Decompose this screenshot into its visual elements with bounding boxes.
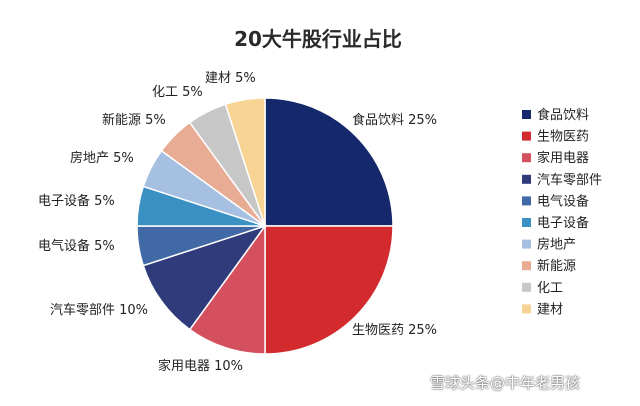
legend-label-2: 生物医药 [537, 130, 589, 145]
legend-swatch-1 [522, 110, 531, 119]
legend-swatch-5 [522, 196, 531, 206]
legend-label-5: 电气设备 [537, 193, 589, 209]
legend-label-1: 食品饮料 [537, 107, 589, 123]
legend-swatch-2 [522, 131, 531, 141]
legend-label-8: 新能源 [537, 258, 576, 274]
slice-label-4: 汽车零部件 10% [50, 302, 148, 318]
slice-label-8: 新能源 5% [102, 112, 166, 128]
legend-swatch-7 [522, 239, 531, 249]
slice-label-5: 电气设备 5% [38, 238, 115, 254]
legend-label-6: 电子设备 [537, 215, 589, 231]
legend-label-10: 建材 [537, 302, 563, 317]
pie-slice-2 [264, 225, 394, 355]
watermark: 雪球头条@中年老男孩 [430, 374, 581, 392]
slice-label-6: 电子设备 5% [38, 193, 115, 209]
slice-label-2: 生物医药 25% [352, 323, 437, 338]
pie-slice-4 [142, 224, 267, 331]
legend-swatch-6 [522, 218, 531, 227]
legend-label-9: 化工 [537, 281, 563, 296]
slice-label-9: 化工 5% [152, 85, 203, 100]
legend-label-7: 房地产 [537, 237, 576, 253]
chart-title: 20大牛股行业占比 [234, 27, 402, 51]
slice-label-3: 家用电器 10% [158, 358, 243, 374]
pie-slice-3 [188, 223, 266, 355]
legend-swatch-4 [522, 174, 531, 184]
pie-slice-10 [224, 97, 266, 227]
legend-swatch-9 [522, 282, 531, 292]
slice-label-10: 建材 5% [205, 71, 256, 86]
pie-slice-1 [264, 97, 394, 227]
slice-label-7: 房地产 5% [70, 150, 134, 166]
legend-swatch-10 [522, 304, 531, 314]
slice-label-1: 食品饮料 25% [352, 112, 437, 128]
legend-label-4: 汽车零部件 [537, 172, 602, 188]
legend-label-3: 家用电器 [537, 150, 589, 166]
legend-swatch-3 [522, 153, 531, 163]
legend-swatch-8 [522, 261, 531, 271]
